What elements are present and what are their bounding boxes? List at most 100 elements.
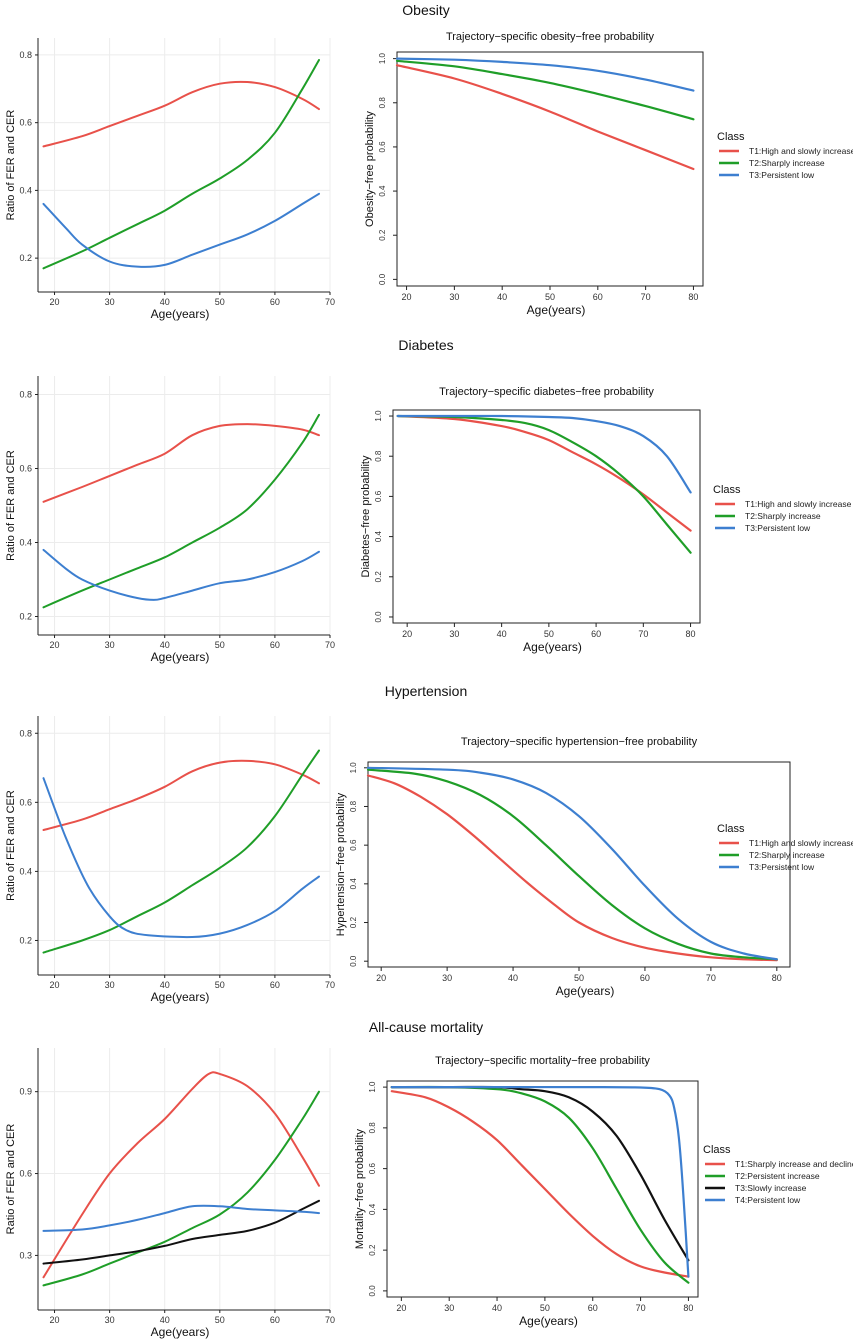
y-tick-label: 0.4 — [374, 530, 383, 542]
x-axis-label: Age(years) — [151, 650, 210, 664]
y-tick-label: 1.0 — [368, 1081, 377, 1093]
panel-2: Hypertension 0.2 0.4 0.6 0.8 20 30 40 50 60 70 Age(… — [5, 683, 853, 1004]
panel-3: All-cause mortality 0.3 0.6 0.9 20 30 40 50 60 70… — [5, 1019, 853, 1339]
series-line-t1 — [42, 759, 320, 831]
x-tick-label: 50 — [574, 973, 584, 983]
legend-label: T1:Sharply increase and decline — [735, 1159, 853, 1169]
y-tick-label: 1.0 — [378, 53, 387, 65]
y-tick-label: 0.4 — [368, 1203, 377, 1215]
series-line-t3 — [42, 192, 320, 268]
x-tick-label: 70 — [325, 1315, 335, 1325]
section-title: Diabetes — [398, 337, 453, 353]
y-tick-label: 0.8 — [19, 50, 32, 60]
x-tick-label: 50 — [545, 292, 555, 302]
plot-frame — [386, 1080, 699, 1298]
x-tick-label: 40 — [160, 297, 170, 307]
series-line-t2 — [42, 1090, 320, 1287]
y-tick-label: 1.0 — [349, 762, 358, 774]
x-tick-label: 20 — [50, 1315, 60, 1325]
y-tick-label: 1.0 — [374, 410, 383, 422]
y-axis-label: Ratio of FER and CER — [5, 450, 17, 561]
y-tick-label: 0.0 — [374, 611, 383, 623]
series-line-t2 — [42, 749, 320, 954]
ratio-chart: 0.2 0.4 0.6 0.8 20 30 40 50 60 70 Age(years) Ratio … — [5, 38, 335, 321]
legend-label: T2:Persistent increase — [735, 1171, 820, 1181]
panel-0: Obesity 0.2 0.4 0.6 0.8 20 30 40 50 60 70 Age(years… — [5, 2, 853, 321]
x-tick-label: 80 — [683, 1303, 693, 1313]
x-tick-label: 50 — [215, 980, 225, 990]
probability-chart: Trajectory−specific mortality−free proba… — [354, 1055, 853, 1328]
y-tick-label: 0.8 — [349, 800, 358, 812]
series-line-t2 — [366, 768, 778, 961]
chart-title: Trajectory−specific diabetes−free probab… — [439, 386, 654, 398]
y-tick-label: 0.4 — [19, 866, 32, 876]
y-axis-label: Mortality−free probability — [354, 1128, 366, 1249]
x-tick-label: 70 — [325, 980, 335, 990]
x-tick-label: 60 — [593, 292, 603, 302]
ratio-chart: 0.2 0.4 0.6 0.8 20 30 40 50 60 70 Age(years) Ratio … — [5, 376, 335, 664]
probability-chart: Trajectory−specific diabetes−free probab… — [360, 386, 852, 654]
series-line-t2 — [390, 1085, 690, 1284]
series-line-t1 — [395, 64, 695, 171]
legend-label: T1:High and slowly increase — [745, 499, 852, 509]
y-tick-label: 0.6 — [374, 490, 383, 502]
chart-title: Trajectory−specific mortality−free proba… — [435, 1055, 650, 1067]
legend-label: T2:Sharply increase — [749, 158, 825, 168]
x-tick-label: 20 — [50, 980, 60, 990]
y-tick-label: 0.3 — [19, 1250, 32, 1260]
y-tick-label: 0.2 — [374, 571, 383, 583]
series-line-t1 — [42, 423, 320, 503]
series-line-t2 — [396, 414, 692, 554]
series-line-t3 — [42, 777, 320, 939]
series-line-t2 — [42, 59, 320, 270]
x-tick-label: 70 — [325, 297, 335, 307]
x-axis-label: Age(years) — [556, 984, 615, 998]
x-tick-label: 70 — [325, 640, 335, 650]
x-tick-label: 40 — [497, 292, 507, 302]
x-tick-label: 50 — [215, 1315, 225, 1325]
legend: Class T1:High and slowly increase T2:Sharp… — [717, 131, 853, 180]
legend-label: T3:Persistent low — [745, 523, 811, 533]
x-tick-label: 50 — [544, 629, 554, 639]
y-tick-label: 0.6 — [19, 118, 32, 128]
ratio-chart: 0.2 0.4 0.6 0.8 20 30 40 50 60 70 Age(years) Ratio … — [5, 716, 335, 1004]
series-line-t3 — [396, 414, 692, 494]
x-tick-label: 20 — [376, 973, 386, 983]
probability-chart: Trajectory−specific hypertension−free pr… — [335, 736, 853, 998]
series-line-t3 — [366, 766, 778, 961]
legend: Class T1:High and slowly increase T2:Sharp… — [717, 823, 853, 872]
series-line-t1 — [42, 80, 320, 148]
x-tick-label: 80 — [772, 973, 782, 983]
x-tick-label: 70 — [706, 973, 716, 983]
x-tick-label: 60 — [270, 1315, 280, 1325]
x-tick-label: 30 — [444, 1303, 454, 1313]
x-axis-label: Age(years) — [519, 1314, 578, 1328]
y-tick-label: 0.6 — [19, 797, 32, 807]
series-line-t1 — [396, 414, 692, 532]
plot-frame — [367, 761, 791, 968]
y-tick-label: 0.6 — [19, 1169, 32, 1179]
x-tick-label: 60 — [640, 973, 650, 983]
section-title: Hypertension — [385, 683, 468, 699]
y-tick-label: 0.0 — [368, 1285, 377, 1297]
x-axis-label: Age(years) — [151, 990, 210, 1004]
legend-title: Class — [713, 484, 741, 496]
x-tick-label: 60 — [270, 980, 280, 990]
x-tick-label: 50 — [215, 640, 225, 650]
chart-title: Trajectory−specific hypertension−free pr… — [461, 736, 698, 748]
legend-label: T1:High and slowly increase — [749, 146, 853, 156]
x-tick-label: 30 — [449, 629, 459, 639]
series-line-t3 — [42, 548, 320, 601]
series-line-t1 — [366, 774, 778, 962]
y-tick-label: 0.0 — [378, 273, 387, 285]
y-tick-label: 0.6 — [19, 464, 32, 474]
y-tick-label: 0.2 — [19, 612, 32, 622]
chart-title: Trajectory−specific obesity−free probabi… — [446, 31, 655, 43]
legend-label: T2:Sharply increase — [749, 850, 825, 860]
x-tick-label: 60 — [591, 629, 601, 639]
x-tick-label: 40 — [492, 1303, 502, 1313]
y-tick-label: 0.8 — [368, 1122, 377, 1134]
x-tick-label: 30 — [105, 980, 115, 990]
legend-title: Class — [717, 823, 745, 835]
y-tick-label: 0.4 — [378, 185, 387, 197]
